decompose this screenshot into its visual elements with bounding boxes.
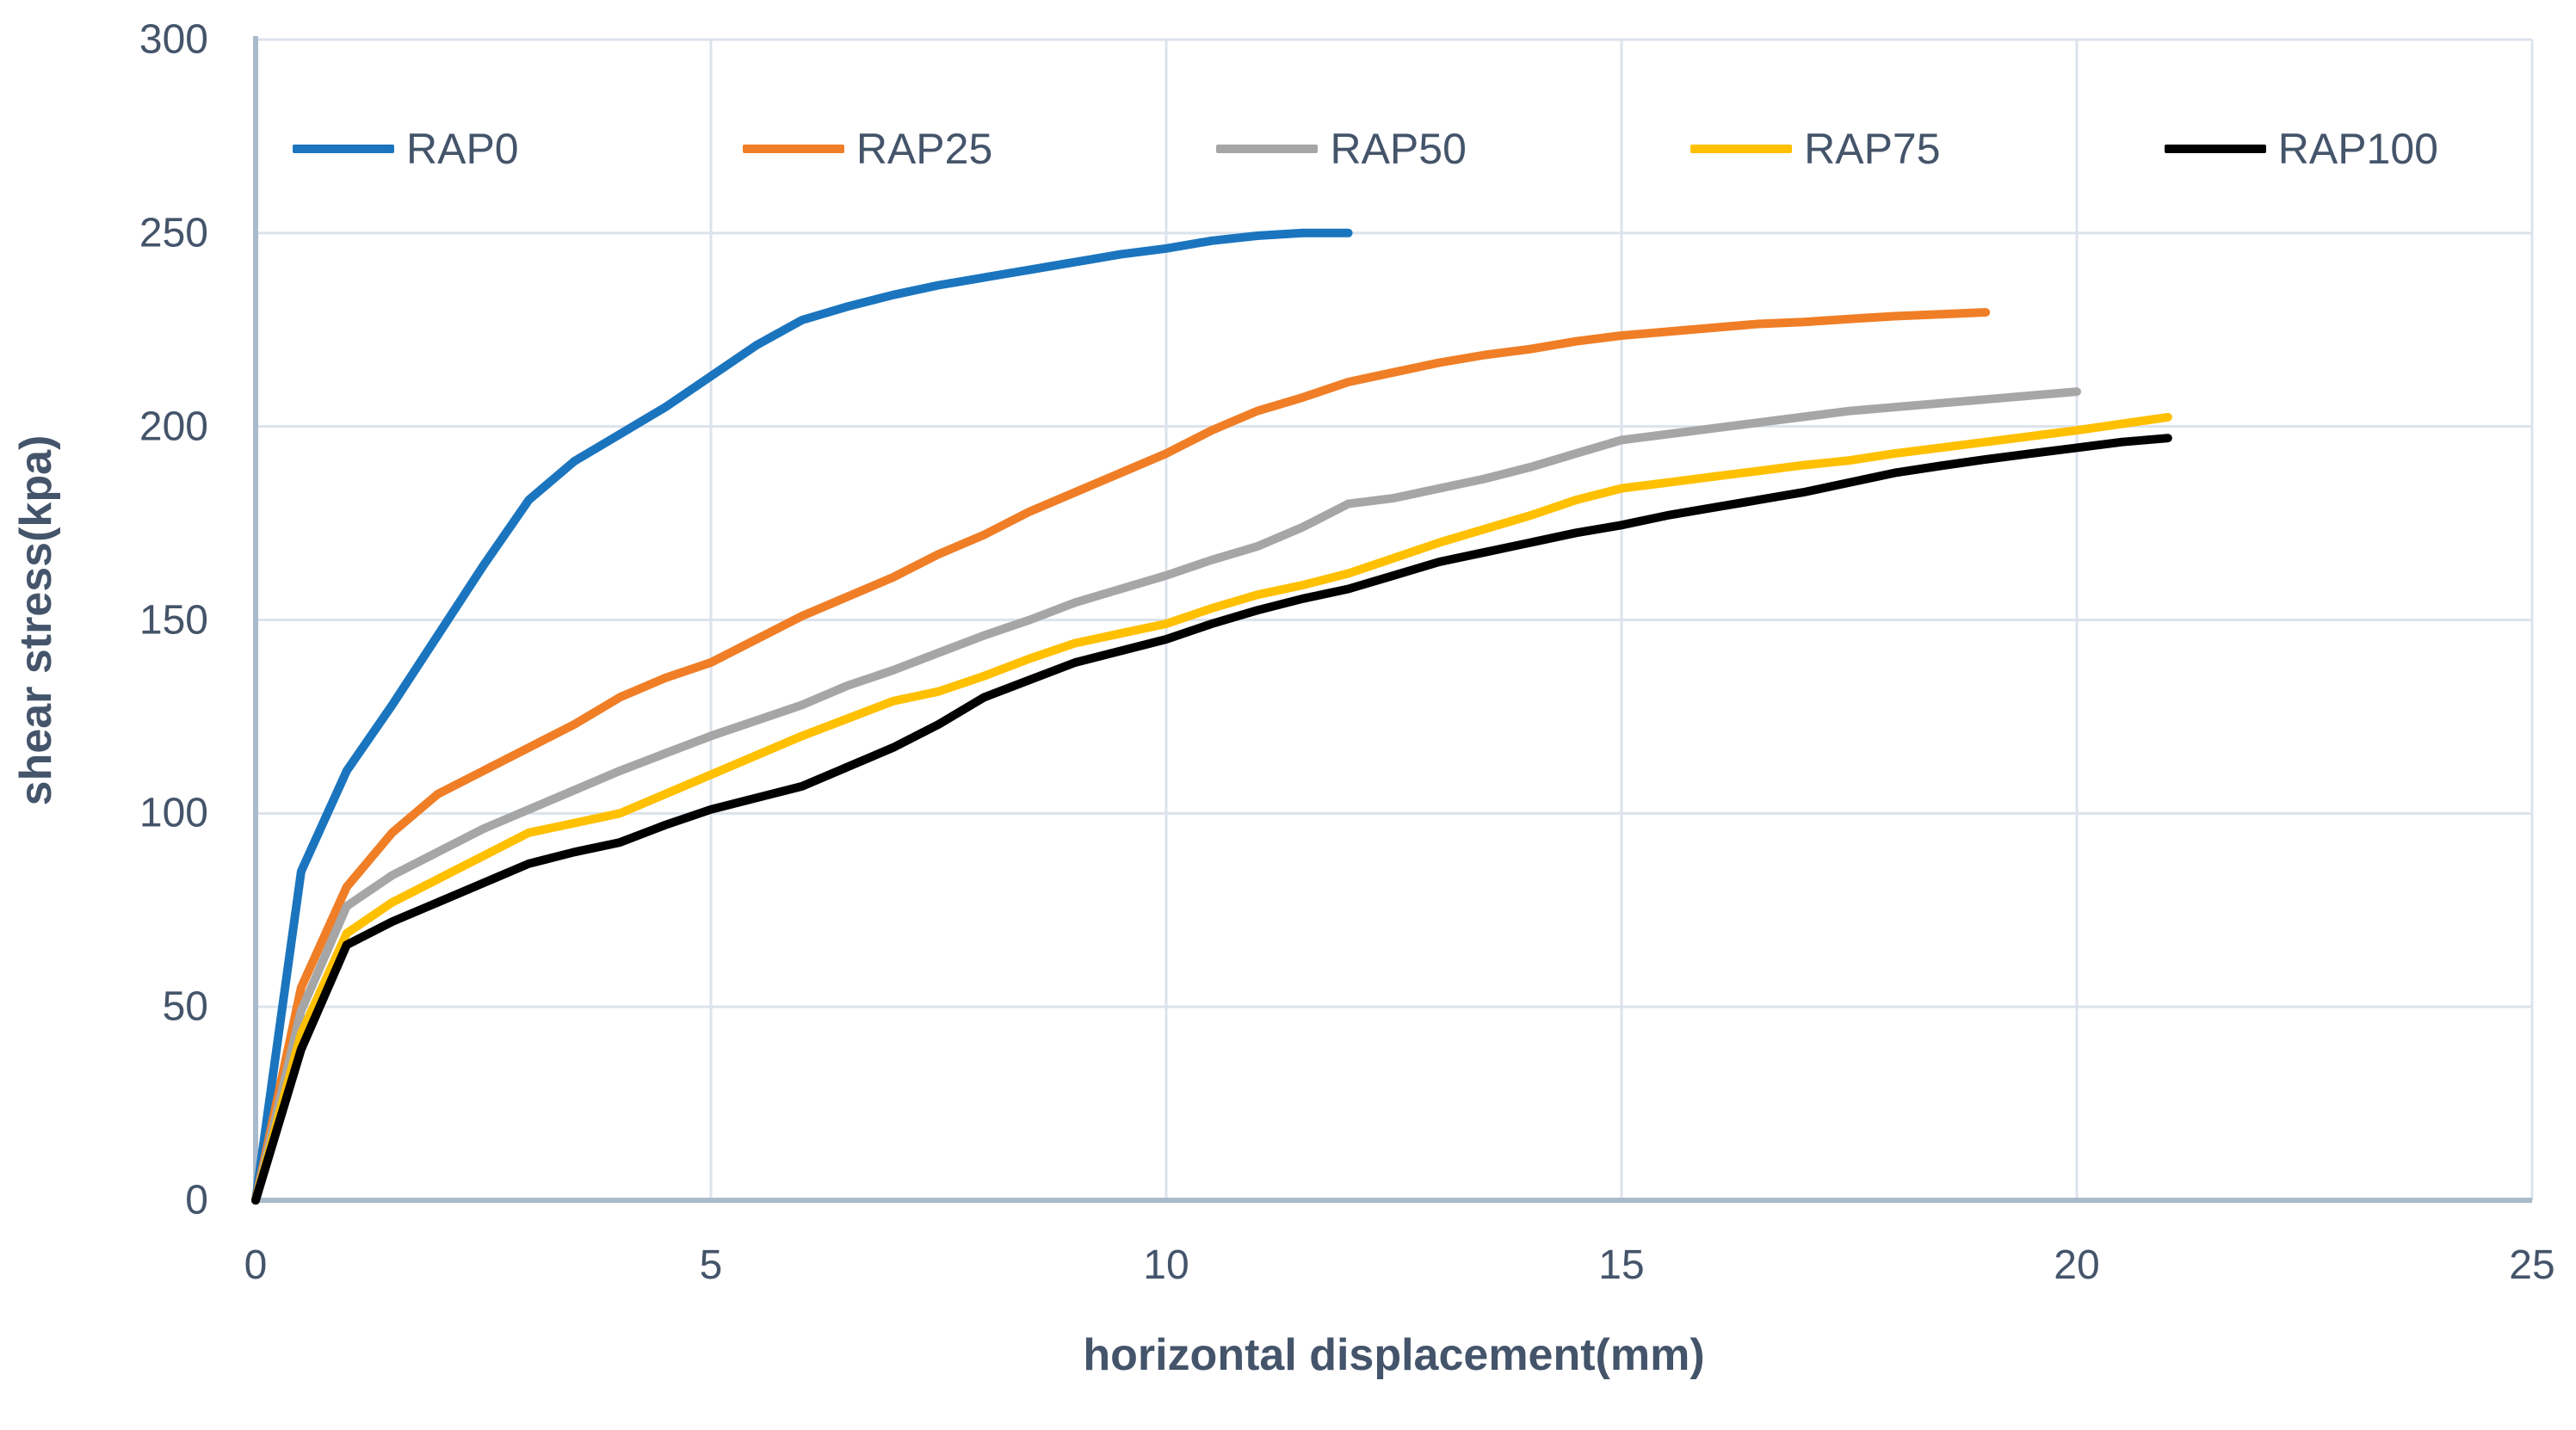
series-line-rap0 [251,228,1353,1205]
legend-item-rap25: RAP25 [742,125,993,173]
x-tick-label: 25 [2509,1242,2555,1288]
legend-item-rap75: RAP75 [1690,125,1941,173]
legend-item-rap50: RAP50 [1216,125,1467,173]
legend-label: RAP50 [1330,125,1467,173]
series-line-rap100 [251,434,2172,1205]
chart-legend: RAP0 RAP25 RAP50 RAP75 RAP100 [293,127,2438,170]
y-tick-label: 200 [139,404,208,450]
x-tick-label: 5 [699,1242,723,1288]
y-tick-label: 50 [162,983,208,1030]
legend-label: RAP75 [1804,125,1941,173]
y-axis-title: shear stress(kpa) [11,435,61,805]
x-tick-label: 10 [1143,1242,1189,1288]
series-line-rap75 [251,412,2172,1205]
legend-label: RAP25 [856,125,993,173]
legend-item-rap100: RAP100 [2164,125,2438,173]
y-tick-label: 300 [139,16,208,63]
series-line-rap50 [251,387,2081,1205]
x-tick-label: 15 [1598,1242,1645,1288]
legend-line-swatch-icon [1216,145,1319,153]
x-axis-title: horizontal displacement(mm) [1083,1330,1705,1380]
legend-line-swatch-icon [293,145,394,153]
y-tick-label: 150 [139,597,208,643]
y-tick-label: 0 [185,1177,208,1224]
x-tick-label: 20 [2054,1242,2100,1288]
legend-line-swatch-icon [1690,145,1793,153]
y-tick-label: 100 [139,790,208,836]
series-line-rap25 [251,308,1991,1205]
legend-item-rap0: RAP0 [293,127,519,170]
y-tick-label: 250 [139,210,208,256]
legend-line-swatch-icon [742,145,844,153]
legend-line-swatch-icon [2164,145,2266,153]
x-tick-label: 0 [244,1242,268,1288]
legend-label: RAP100 [2277,125,2438,173]
legend-label: RAP0 [406,125,519,173]
